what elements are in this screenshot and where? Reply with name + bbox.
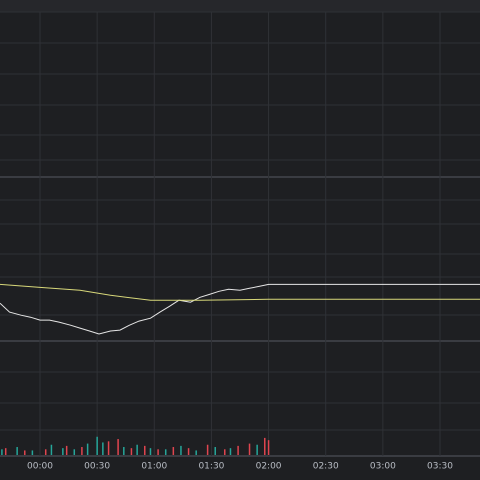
volume-bar <box>123 447 125 455</box>
volume-bar <box>144 445 146 455</box>
volume-bar <box>136 444 138 455</box>
volume-bar <box>96 436 98 455</box>
volume-bar <box>24 450 26 455</box>
volume-bar <box>102 442 104 455</box>
x-tick-label: 01:00 <box>141 462 167 472</box>
x-tick-label: 00:30 <box>84 462 110 472</box>
volume-bar <box>44 449 47 455</box>
volume-bar <box>107 441 110 455</box>
volume-bar <box>206 444 209 455</box>
x-tick-label: 02:00 <box>256 462 282 472</box>
volume-bar <box>224 449 226 455</box>
volume-bar <box>229 448 232 455</box>
volume-bar <box>31 450 34 455</box>
volume-bar <box>50 444 53 455</box>
volume-bar <box>117 439 119 455</box>
volume-bar <box>4 448 7 455</box>
volume-bar <box>180 445 182 455</box>
volume-bar <box>187 448 190 455</box>
volume-bar <box>248 443 251 455</box>
volume-bar <box>157 449 159 455</box>
volume-bar <box>65 445 68 455</box>
volume-bar <box>237 445 239 455</box>
volume-bar <box>256 444 258 455</box>
volume-bar <box>130 448 133 455</box>
volume-bar <box>86 443 89 455</box>
x-tick-label: 00:00 <box>27 462 53 472</box>
volume-bar <box>172 447 175 455</box>
volume-bar <box>149 448 152 455</box>
volume-bar <box>62 448 64 455</box>
series-line <box>0 283 480 301</box>
volume-bar <box>81 447 83 455</box>
x-tick-label: 02:30 <box>313 462 339 472</box>
x-tick-label: 01:30 <box>198 462 224 472</box>
volume-bar <box>73 449 76 455</box>
volume-bar <box>267 440 270 455</box>
top-bar <box>0 0 480 12</box>
volume-bar <box>1 449 3 455</box>
volume-bar <box>164 449 167 455</box>
volume-bar <box>264 437 266 455</box>
horizontal-grid <box>0 11 480 457</box>
volume-bar <box>195 450 197 455</box>
volume-bar <box>16 447 18 455</box>
series-line <box>0 283 480 335</box>
x-tick-label: 03:00 <box>370 462 396 472</box>
x-tick-label: 03:30 <box>427 462 453 472</box>
volume-bar <box>214 447 216 455</box>
